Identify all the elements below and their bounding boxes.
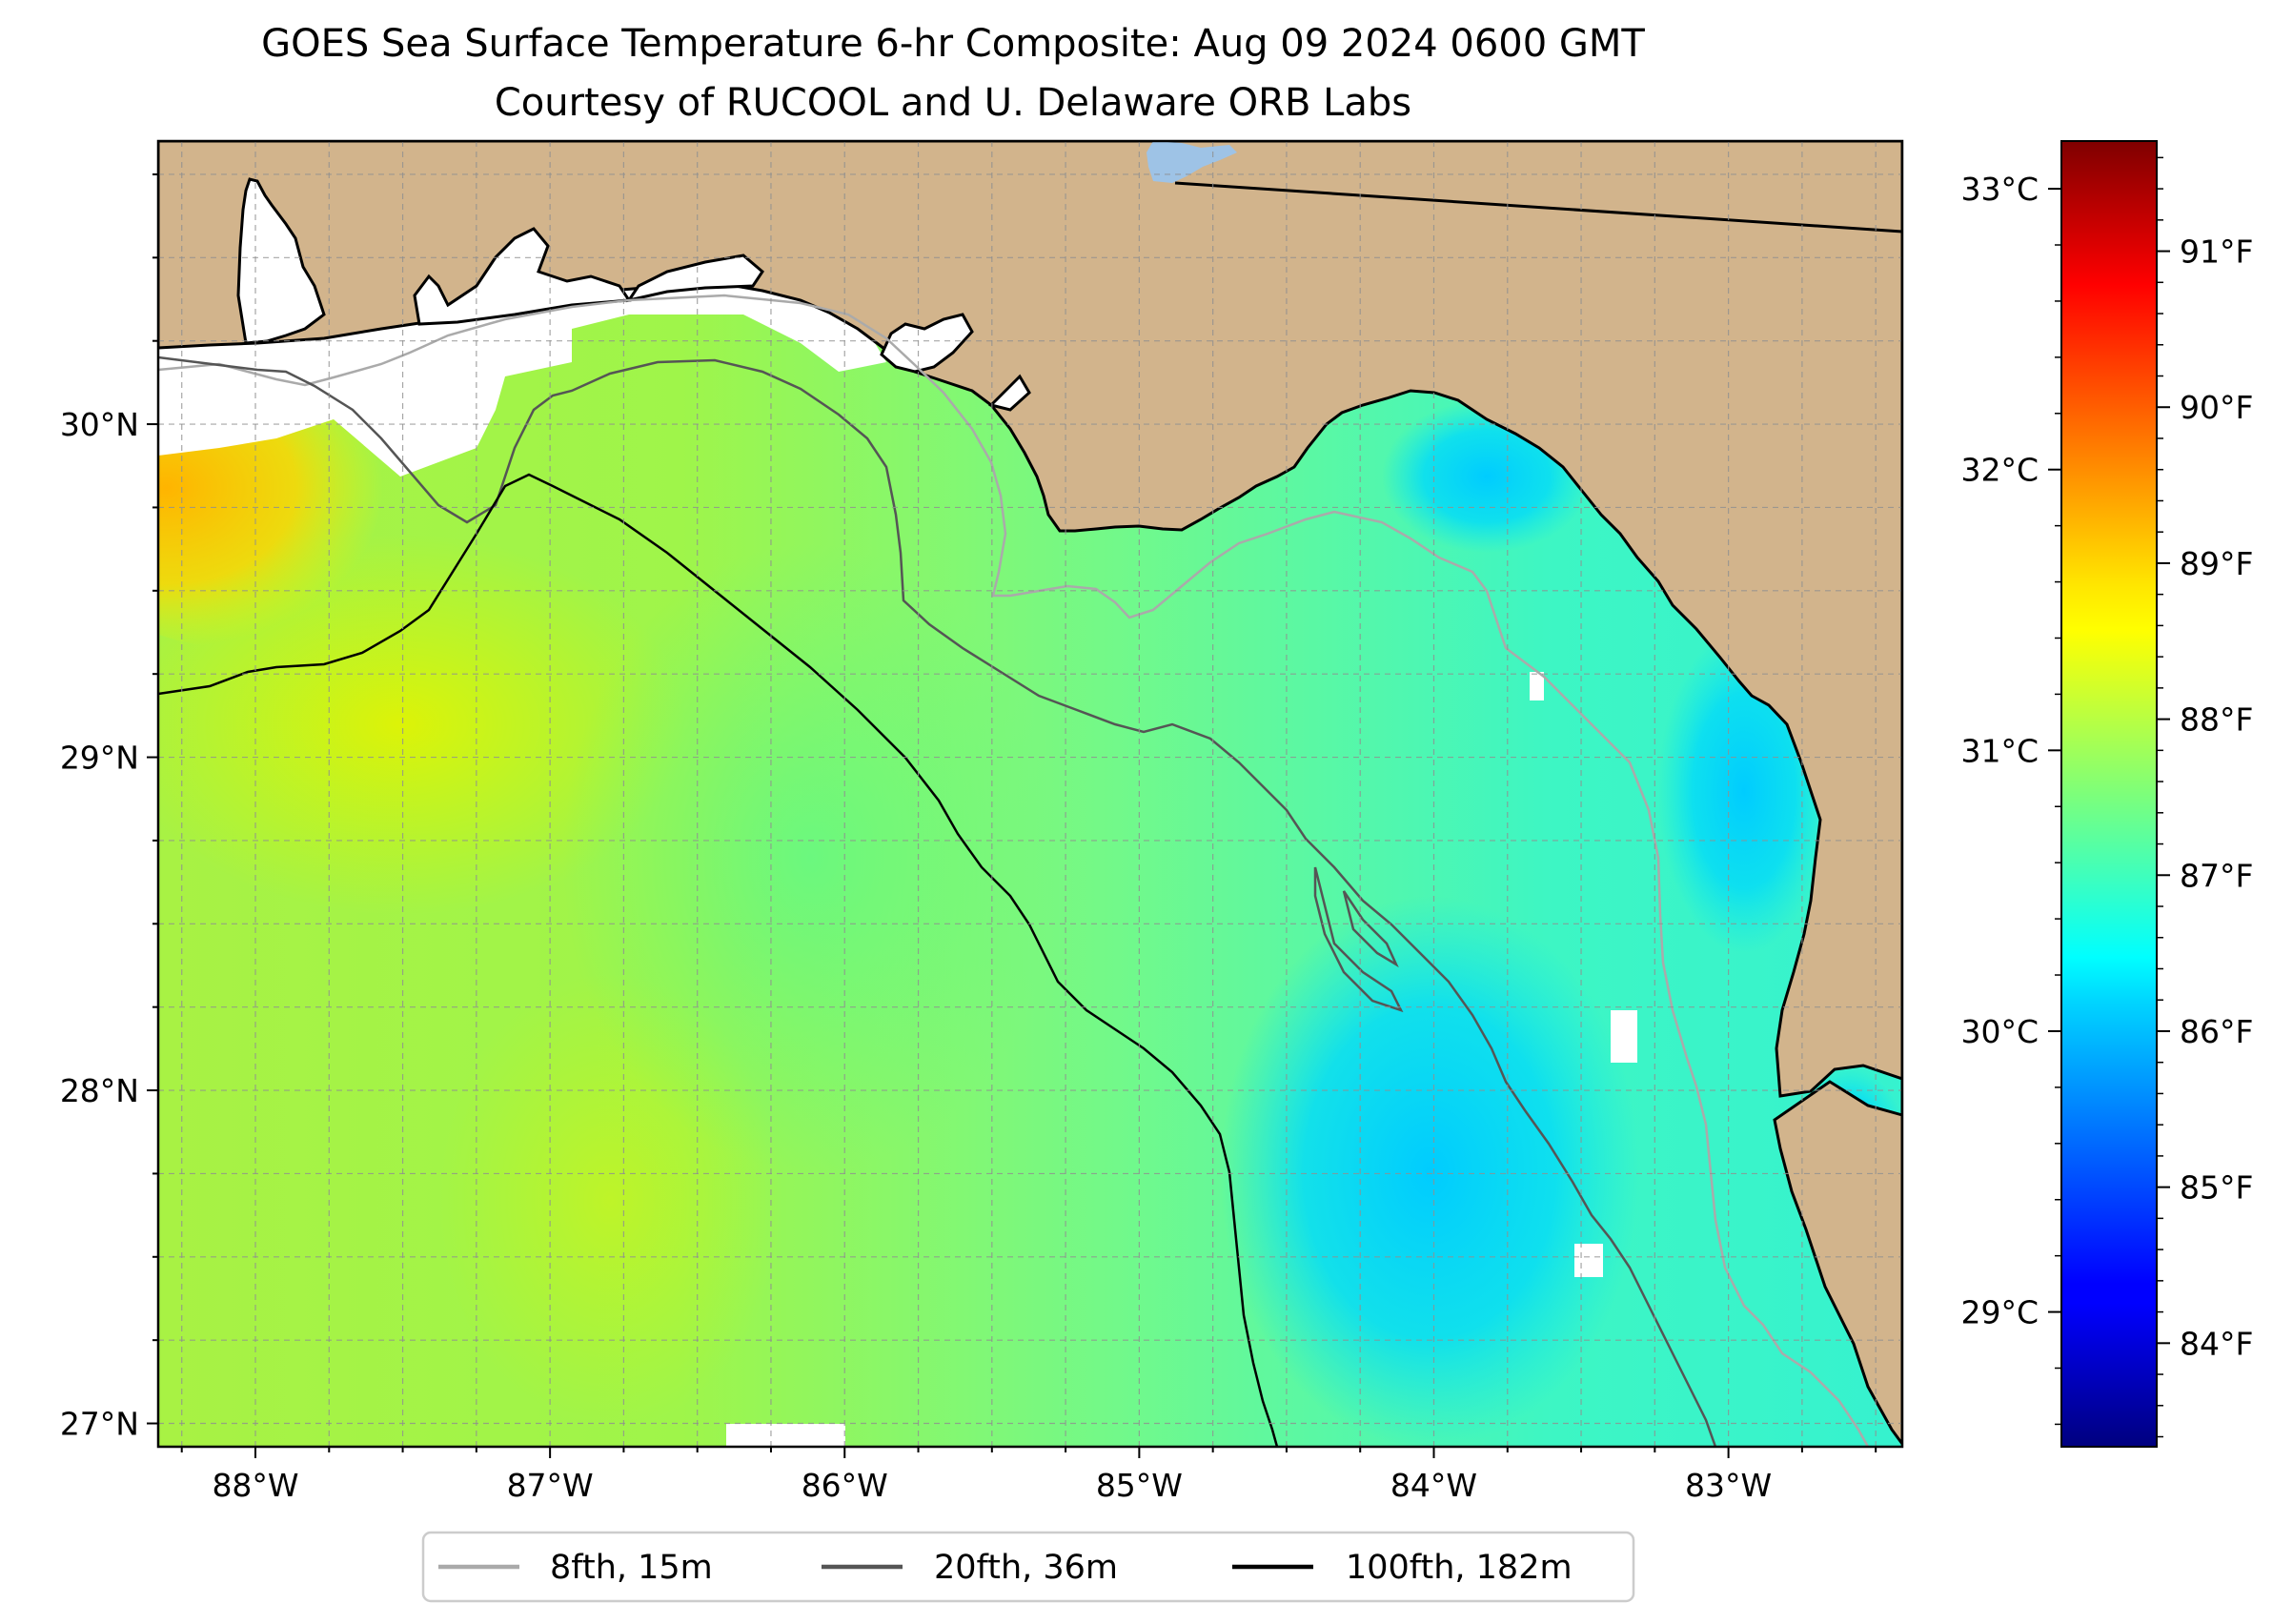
lake-seminole xyxy=(1146,141,1237,183)
contour-20fth-islands xyxy=(1313,866,1404,1013)
cool-anomaly-south xyxy=(1220,896,1639,1447)
latitude-axis: 27°N 28°N 29°N 30°N xyxy=(60,173,158,1443)
colorbar: 29°C 30°C 31°C 32°C 33°C 84°F 85°F 86°F 87°F 88°… xyxy=(1960,140,2253,1448)
legend-box xyxy=(421,1531,1635,1603)
hot-anomaly-northwest xyxy=(158,381,419,648)
fahrenheit-tick-label: 89°F xyxy=(2180,545,2253,582)
fahrenheit-tick-label: 85°F xyxy=(2180,1169,2253,1207)
lon-tick-label: 88°W xyxy=(212,1467,298,1504)
no-data-patch-south xyxy=(726,1424,845,1447)
st-andrews-bay xyxy=(880,313,974,374)
lat-tick-label: 27°N xyxy=(60,1406,139,1443)
colorbar-gradient xyxy=(2060,140,2158,1448)
lat-tick-label: 30°N xyxy=(60,406,139,443)
lat-tick-label: 29°N xyxy=(60,740,139,777)
celsius-tick-label: 32°C xyxy=(1960,452,2039,489)
map-frame xyxy=(156,139,1904,1449)
longitude-axis: 88°W 87°W 86°W 85°W 84°W 83°W xyxy=(180,1447,1877,1504)
title-line-1: GOES Sea Surface Temperature 6-hr Compos… xyxy=(261,22,1645,66)
gridlines xyxy=(158,141,1902,1447)
fahrenheit-tick-label: 91°F xyxy=(2180,233,2253,271)
celsius-tick-label: 30°C xyxy=(1960,1013,2039,1050)
mobile-bay xyxy=(236,177,326,345)
lon-tick-label: 87°W xyxy=(507,1467,594,1504)
celsius-tick-label: 29°C xyxy=(1960,1294,2039,1331)
lon-tick-label: 83°W xyxy=(1685,1467,1772,1504)
legend-label-20fth: 20fth, 36m xyxy=(934,1549,1118,1587)
contour-8fth xyxy=(158,294,1870,1447)
green-tongue xyxy=(562,543,1058,1172)
choctawhatchee-bay xyxy=(625,254,764,303)
lon-tick-label: 86°W xyxy=(802,1467,888,1504)
apalachicola-bay xyxy=(988,374,1031,412)
celsius-tick-label: 33°C xyxy=(1960,171,2039,208)
title-line-2: Courtesy of RUCOOL and U. Delaware ORB L… xyxy=(494,81,1412,125)
fahrenheit-tick-label: 90°F xyxy=(2180,389,2253,426)
lat-tick-label: 28°N xyxy=(60,1072,139,1109)
legend-label-100fth: 100fth, 182m xyxy=(1346,1549,1573,1587)
state-border xyxy=(1174,181,1902,233)
fahrenheit-tick-label: 84°F xyxy=(2180,1325,2253,1362)
map-area xyxy=(158,141,1902,1447)
pensacola-bay xyxy=(413,227,632,326)
no-data-patch-1 xyxy=(1574,1244,1603,1277)
colorbar-celsius-axis: 29°C 30°C 31°C 32°C 33°C xyxy=(1960,171,2061,1426)
contour-100fth xyxy=(158,473,1279,1447)
legend-label-8fth: 8fth, 15m xyxy=(550,1549,713,1587)
fahrenheit-tick-label: 87°F xyxy=(2180,857,2253,894)
no-data-patch-3 xyxy=(1530,672,1544,700)
colorbar-fahrenheit-axis: 84°F 85°F 86°F 87°F 88°F 89°F 90°F 91°F xyxy=(2157,156,2253,1438)
fahrenheit-tick-label: 88°F xyxy=(2180,701,2253,739)
celsius-tick-label: 31°C xyxy=(1960,732,2039,769)
legend: 8fth, 15m 20fth, 36m 100fth, 182m xyxy=(421,1531,1635,1603)
fahrenheit-tick-label: 86°F xyxy=(2180,1013,2253,1050)
lon-tick-label: 85°W xyxy=(1096,1467,1183,1504)
contour-20fth xyxy=(158,355,1717,1447)
lon-tick-label: 84°W xyxy=(1390,1467,1477,1504)
no-data-patch-2 xyxy=(1611,1010,1637,1063)
